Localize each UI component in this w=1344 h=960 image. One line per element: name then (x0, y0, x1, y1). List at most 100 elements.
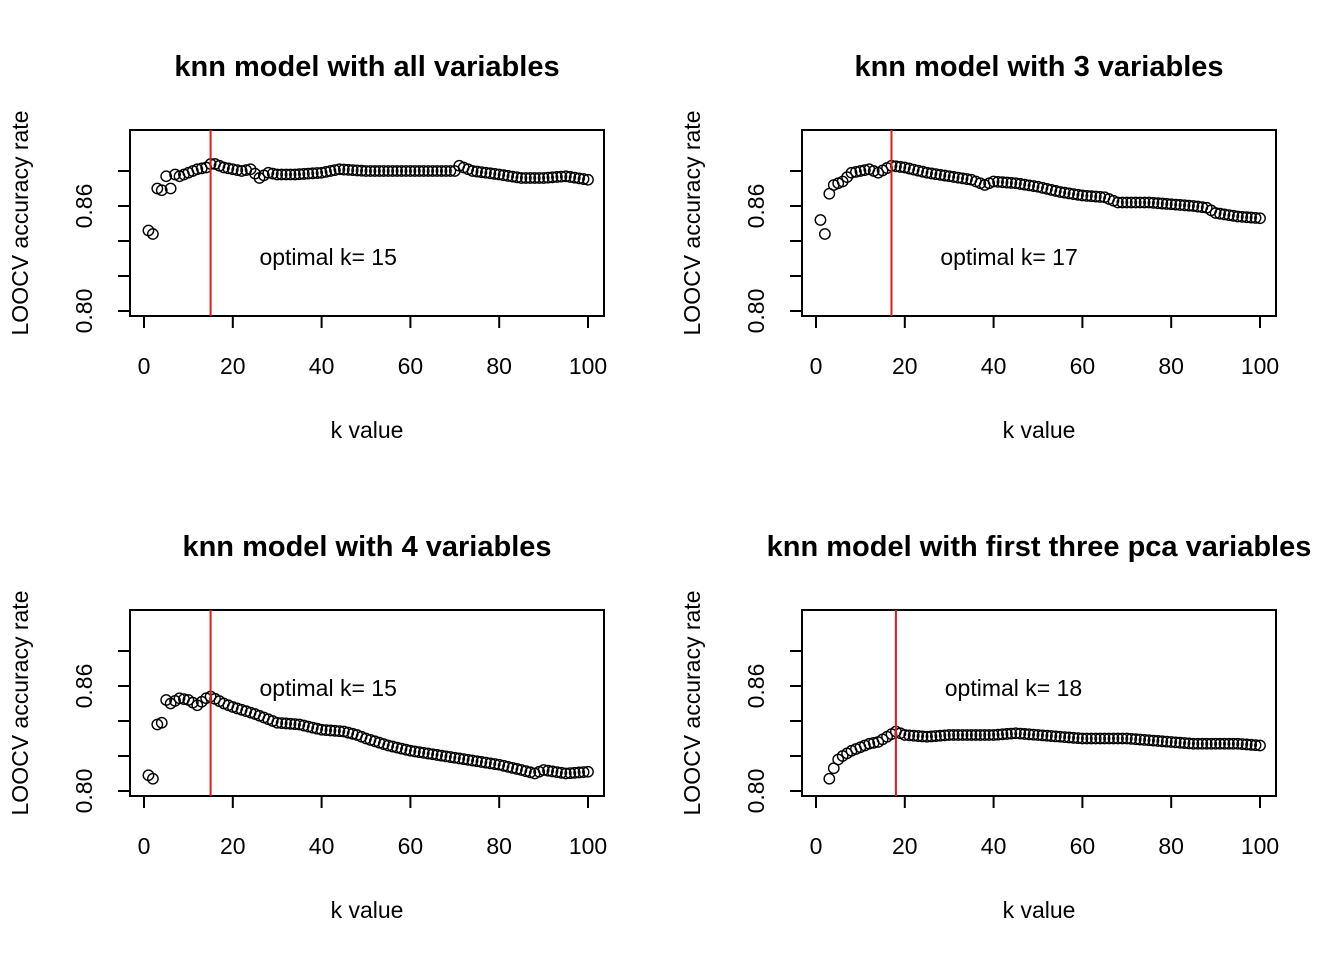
data-point (546, 765, 559, 778)
data-point (1014, 178, 1027, 190)
data-point (1209, 737, 1222, 750)
data-point (863, 737, 876, 750)
data-point (1067, 188, 1080, 201)
data-point (823, 772, 836, 785)
data-point (435, 749, 448, 762)
data-point (1009, 177, 1022, 190)
data-point (1249, 211, 1262, 224)
data-point (1196, 737, 1209, 750)
x-axis-label: k value (1003, 897, 1076, 923)
data-point (1200, 737, 1213, 750)
data-point (426, 165, 439, 177)
data-point (364, 165, 377, 177)
data-point (329, 164, 341, 177)
data-point (320, 724, 332, 736)
data-point (506, 762, 519, 774)
data-point (342, 726, 355, 739)
data-point (284, 168, 297, 181)
data-point (462, 753, 475, 766)
data-point (484, 167, 497, 180)
chart-title: knn model with all variables (174, 51, 559, 83)
data-point (1120, 732, 1133, 745)
data-point (858, 164, 871, 177)
plot-frame (801, 609, 1277, 797)
optimal-k-annotation: optimal k= 17 (940, 244, 1077, 270)
data-point (333, 725, 346, 738)
data-point (1187, 737, 1200, 750)
x-tick-label: 100 (1241, 353, 1279, 379)
points-series (823, 725, 1266, 785)
y-tick-label: 0.86 (71, 664, 97, 709)
data-point (1147, 196, 1160, 209)
data-point (925, 730, 938, 743)
data-point (1072, 188, 1084, 201)
data-point (173, 692, 186, 705)
plot-frame (801, 129, 1277, 317)
data-point (912, 730, 925, 742)
data-point (559, 170, 572, 183)
y-tick-label: 0.86 (743, 184, 769, 229)
data-point (1089, 190, 1102, 203)
data-point (542, 171, 554, 184)
data-point (1143, 196, 1155, 209)
y-tick-label: 0.80 (71, 289, 97, 334)
data-point (1129, 733, 1142, 746)
data-point (1174, 736, 1186, 749)
data-point (1001, 176, 1013, 189)
data-point (408, 745, 421, 758)
data-point (155, 716, 168, 729)
y-axis-label: LOOCV accuracy rate (7, 111, 33, 336)
data-point (1032, 729, 1044, 741)
data-point (1151, 735, 1164, 747)
data-point (996, 176, 1009, 189)
data-point (925, 167, 938, 180)
data-point (818, 228, 831, 240)
data-point (903, 162, 916, 175)
data-point (546, 171, 559, 184)
data-point (582, 173, 594, 186)
data-point (1236, 210, 1249, 223)
data-point (333, 163, 346, 176)
data-point (1067, 731, 1080, 744)
data-point (1169, 198, 1182, 211)
data-point (542, 764, 554, 777)
x-tick-label: 20 (220, 353, 246, 379)
data-point (934, 729, 947, 742)
data-point (368, 165, 381, 177)
x-tick-label: 60 (1070, 353, 1096, 379)
data-point (1054, 186, 1067, 198)
data-point (1112, 196, 1124, 209)
data-point (1045, 730, 1058, 742)
data-point (235, 165, 248, 177)
data-point (404, 744, 417, 757)
data-point (987, 175, 1000, 188)
data-point (519, 765, 532, 778)
data-point (1183, 199, 1195, 212)
data-point (479, 166, 492, 179)
data-point (1116, 732, 1129, 745)
x-tick-label: 100 (569, 833, 607, 859)
data-point (921, 730, 933, 743)
data-point (218, 161, 230, 174)
data-point (280, 717, 292, 730)
x-tick-label: 40 (309, 353, 335, 379)
data-point (1089, 732, 1102, 745)
data-point (306, 167, 319, 180)
data-point (1147, 734, 1160, 747)
data-point (324, 724, 337, 737)
data-point (952, 729, 964, 741)
data-point (907, 163, 920, 176)
data-point (146, 772, 159, 785)
data-point (320, 165, 332, 178)
data-point (524, 172, 537, 184)
y-tick-label: 0.80 (743, 289, 769, 334)
data-point (1151, 197, 1164, 210)
data-point (355, 164, 368, 177)
data-point (952, 171, 964, 184)
data-point (377, 165, 390, 177)
data-point (440, 750, 452, 763)
data-point (506, 170, 519, 183)
x-tick-label: 20 (892, 353, 918, 379)
data-point (943, 729, 956, 741)
optimal-k-annotation: optimal k= 15 (259, 244, 396, 270)
